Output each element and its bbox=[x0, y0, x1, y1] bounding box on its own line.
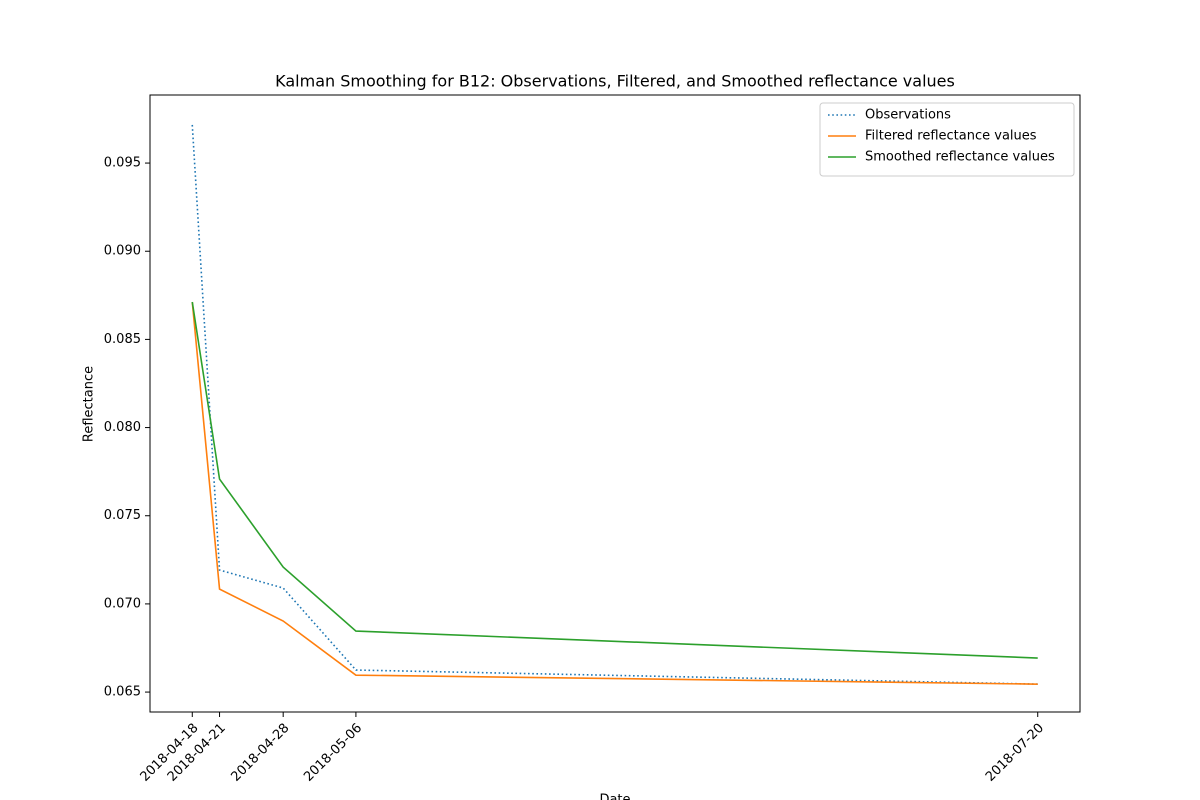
y-tick-label: 0.080 bbox=[104, 420, 141, 435]
y-tick-label: 0.070 bbox=[104, 596, 141, 611]
series-line bbox=[191, 124, 1038, 685]
legend-label: Filtered reflectance values bbox=[865, 129, 1037, 144]
y-tick-label: 0.075 bbox=[104, 508, 141, 523]
y-tick-label: 0.085 bbox=[104, 332, 141, 347]
x-axis-label: Date bbox=[599, 793, 630, 800]
legend-label: Observations bbox=[865, 108, 951, 123]
series-line bbox=[191, 301, 1038, 685]
y-tick-label: 0.095 bbox=[104, 156, 141, 171]
legend-label: Smoothed reflectance values bbox=[865, 150, 1055, 165]
y-axis-label: Reflectance bbox=[82, 366, 97, 442]
chart-title: Kalman Smoothing for B12: Observations, … bbox=[275, 72, 955, 91]
y-tick-label: 0.065 bbox=[104, 685, 141, 700]
y-tick-label: 0.090 bbox=[104, 244, 141, 259]
plot-frame bbox=[149, 94, 1081, 713]
series-line bbox=[191, 301, 1038, 659]
legend-box bbox=[819, 102, 1075, 177]
